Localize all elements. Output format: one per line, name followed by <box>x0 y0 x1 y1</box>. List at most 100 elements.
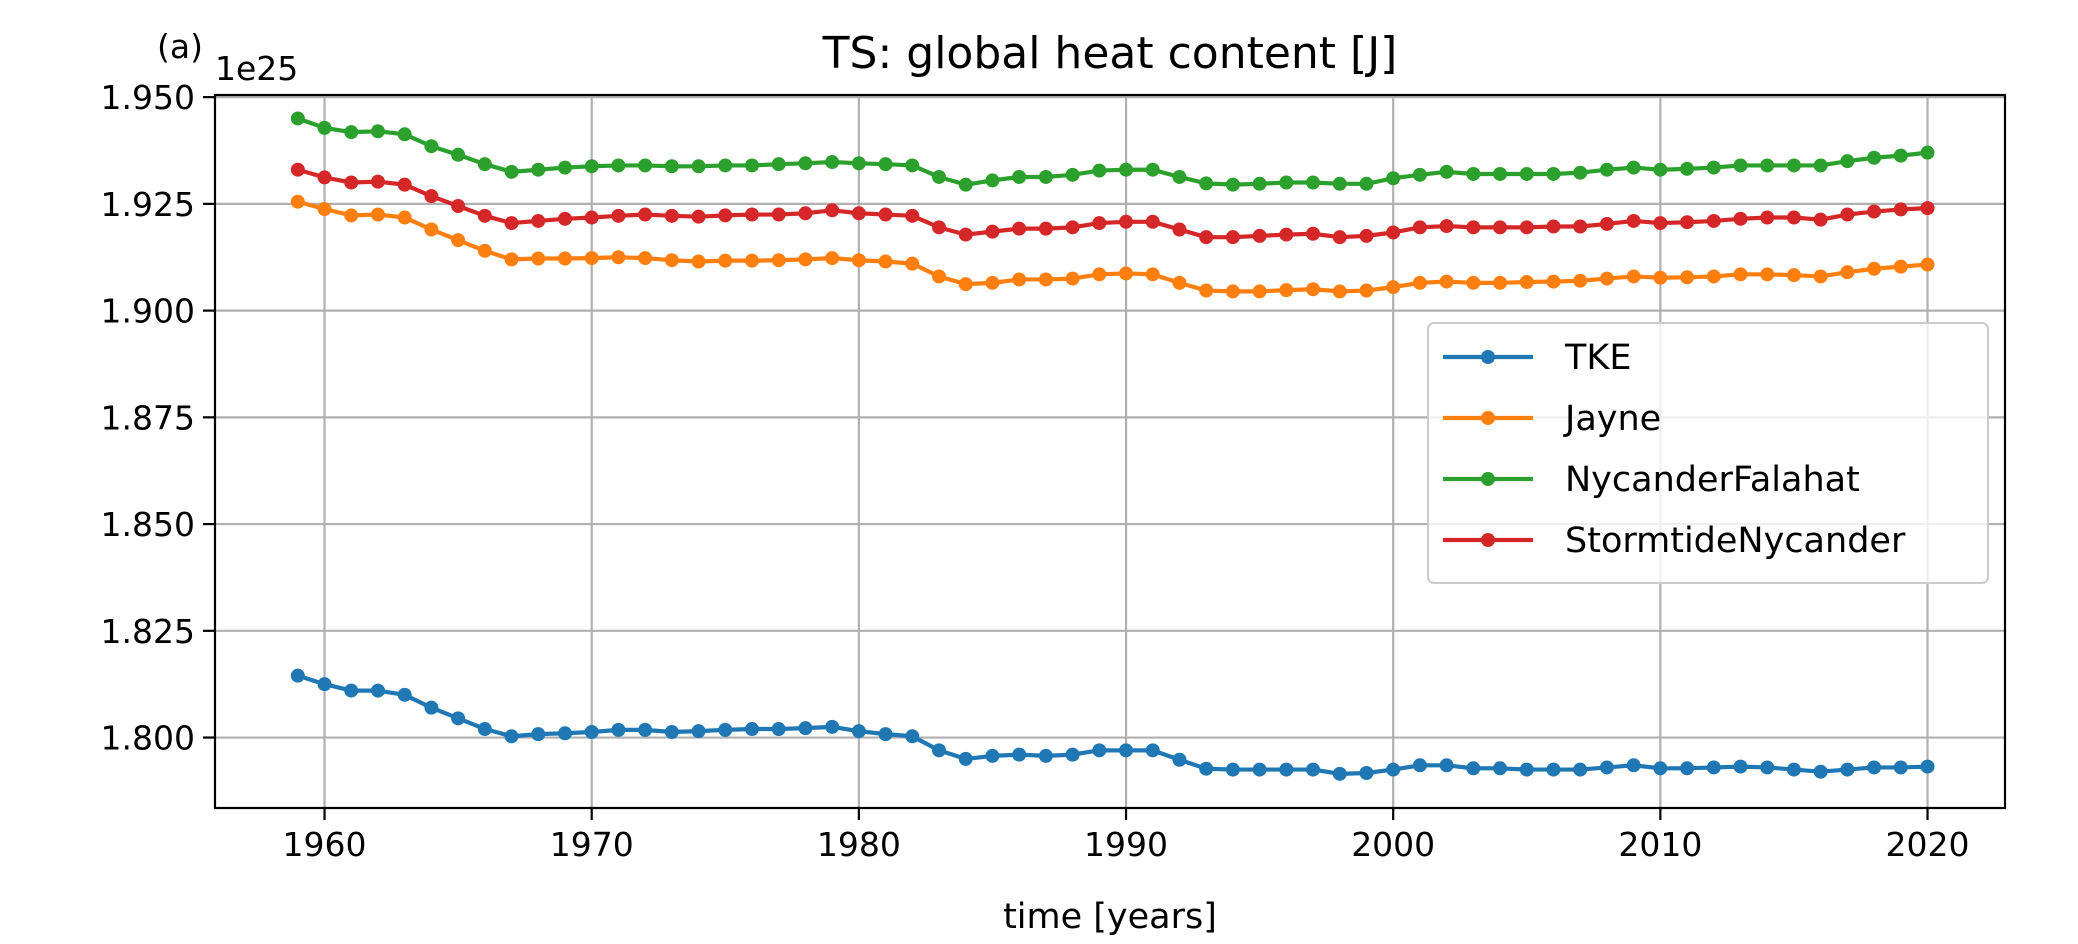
data-point <box>451 711 466 726</box>
data-point <box>958 227 973 242</box>
data-point <box>905 208 920 223</box>
series-tke <box>290 668 1935 781</box>
x-tick-label: 1970 <box>550 825 634 864</box>
x-axis: 1960 1970 1980 1990 2000 2010 2020 <box>283 808 1970 864</box>
data-point <box>1920 257 1935 272</box>
data-point <box>1065 747 1080 762</box>
x-tick-label: 1980 <box>817 825 901 864</box>
data-point <box>557 160 572 175</box>
data-point <box>1546 219 1561 234</box>
data-point <box>1599 162 1614 177</box>
data-point <box>851 156 866 171</box>
data-point <box>1680 270 1695 285</box>
data-point <box>531 162 546 177</box>
data-point <box>771 207 786 222</box>
data-point <box>1279 762 1294 777</box>
data-point <box>451 199 466 214</box>
data-point <box>745 158 759 173</box>
data-point <box>1065 167 1080 182</box>
data-point <box>1386 225 1401 240</box>
data-point <box>397 177 412 192</box>
data-point <box>1359 228 1374 243</box>
data-point <box>1038 169 1053 184</box>
data-point <box>745 722 759 737</box>
data-point <box>1225 284 1240 299</box>
data-point <box>1813 269 1828 284</box>
panel-label: (a) <box>157 27 203 66</box>
data-point <box>1119 743 1134 758</box>
x-tick-label: 1960 <box>283 825 367 864</box>
data-point <box>1439 164 1454 179</box>
data-point <box>1038 272 1053 287</box>
data-point <box>557 211 572 226</box>
data-point <box>1252 228 1267 243</box>
data-point <box>825 203 840 218</box>
data-point <box>1306 226 1321 241</box>
x-tick-label: 2020 <box>1886 825 1970 864</box>
data-point <box>1332 176 1347 191</box>
data-point <box>477 208 492 223</box>
data-point <box>1519 275 1534 290</box>
data-point <box>1412 275 1427 290</box>
data-point <box>451 233 466 248</box>
data-point <box>344 208 359 223</box>
data-point <box>531 727 546 742</box>
data-point <box>1867 204 1882 219</box>
data-point <box>1386 280 1401 295</box>
data-point <box>1653 761 1668 776</box>
data-point <box>370 207 385 222</box>
x-tick-label: 2000 <box>1351 825 1435 864</box>
data-point <box>1760 210 1775 225</box>
data-point <box>1145 162 1160 177</box>
data-point <box>1573 165 1588 180</box>
data-point <box>1680 161 1695 176</box>
data-point <box>1466 166 1481 181</box>
data-point <box>718 722 733 737</box>
data-point <box>397 687 412 702</box>
data-point <box>584 725 599 740</box>
data-point <box>317 170 332 185</box>
legend-entry: TKE <box>1443 338 1631 378</box>
data-point <box>1733 267 1748 282</box>
y-tick-label: 1.875 <box>101 398 195 437</box>
data-point <box>344 125 359 140</box>
data-point <box>958 177 973 192</box>
data-point <box>531 251 546 266</box>
data-point <box>1573 762 1588 777</box>
data-point <box>905 256 920 271</box>
data-point <box>451 147 466 162</box>
series-lines <box>290 111 1935 781</box>
data-point <box>985 224 1000 239</box>
data-point <box>1172 275 1187 290</box>
data-point <box>1012 272 1027 287</box>
data-point <box>397 210 412 225</box>
series-nycanderfalahat <box>290 111 1935 192</box>
data-point <box>1546 166 1561 181</box>
data-point <box>611 722 626 737</box>
data-point <box>397 127 412 142</box>
data-point <box>1412 167 1427 182</box>
data-point <box>878 207 893 222</box>
data-point <box>370 124 385 139</box>
y-tick-label: 1.925 <box>101 185 195 224</box>
data-point <box>932 169 947 184</box>
data-point <box>985 173 1000 188</box>
data-point <box>531 213 546 228</box>
data-point <box>1546 762 1561 777</box>
data-point <box>1359 765 1374 780</box>
data-point <box>745 207 759 222</box>
data-point <box>1519 762 1534 777</box>
data-point <box>771 157 786 172</box>
data-point <box>1813 158 1828 173</box>
data-point <box>1119 162 1134 177</box>
data-point <box>1386 171 1401 186</box>
x-tick-label: 1990 <box>1084 825 1168 864</box>
data-point <box>932 220 947 235</box>
x-tick-label: 2010 <box>1618 825 1702 864</box>
data-point <box>1172 222 1187 237</box>
data-point <box>1573 219 1588 234</box>
data-point <box>1733 211 1748 226</box>
data-point <box>1653 162 1668 177</box>
data-point <box>1840 265 1855 280</box>
legend-swatch-marker <box>1481 472 1495 486</box>
